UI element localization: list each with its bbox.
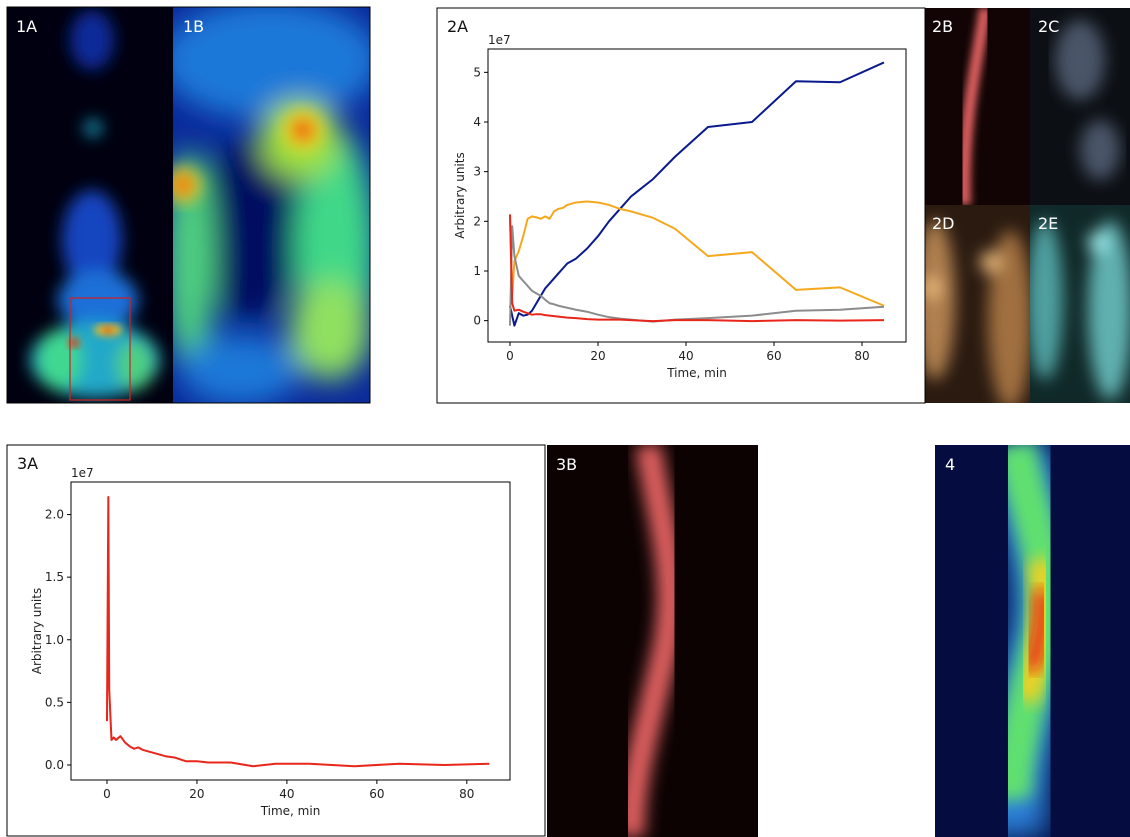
image-2d (925, 205, 1030, 403)
x-axis-label: Time, min (666, 366, 727, 380)
y-tick-label: 3 (473, 165, 481, 179)
x-tick-label: 60 (766, 349, 781, 363)
axis-offset-label: 1e7 (488, 33, 511, 47)
x-tick-label: 80 (459, 787, 474, 801)
image-2b (925, 8, 1030, 205)
series-line (509, 214, 885, 323)
x-tick-label: 60 (369, 787, 384, 801)
image-4 (935, 445, 1130, 837)
y-tick-label: 1.5 (45, 570, 64, 584)
image-1a (7, 7, 173, 403)
panel-label: 1A (16, 17, 37, 36)
y-tick-label: 4 (473, 115, 481, 129)
y-tick-label: 1.0 (45, 633, 64, 647)
y-tick-label: 0.5 (45, 695, 64, 709)
y-tick-label: 0.0 (45, 758, 64, 772)
panel-label: 2A (447, 17, 468, 36)
series-line (509, 61, 885, 327)
panel-label: 2C (1038, 17, 1059, 36)
panel-label: 3B (556, 455, 577, 474)
panel-frame (6, 444, 546, 837)
x-tick-label: 40 (678, 349, 693, 363)
panel-label: 2D (932, 214, 955, 233)
plot-area (487, 48, 907, 343)
y-tick-label: 0 (473, 314, 481, 328)
panel-label: 2E (1038, 214, 1058, 233)
x-tick-label: 80 (854, 349, 869, 363)
panel-label: 4 (945, 455, 955, 474)
image-3b (547, 445, 758, 837)
x-tick-label: 0 (103, 787, 111, 801)
series-line (509, 200, 885, 307)
y-tick-label: 2.0 (45, 508, 64, 522)
y-axis-label: Arbitrary units (30, 588, 44, 674)
series-line (105, 496, 490, 768)
y-tick-label: 5 (473, 65, 481, 79)
y-axis-label: Arbitrary units (453, 152, 467, 238)
image-2c (1030, 8, 1130, 205)
x-axis-label: Time, min (260, 804, 321, 818)
axis-offset-label: 1e7 (71, 466, 94, 480)
plot-area (70, 481, 511, 781)
panel-label: 3A (17, 454, 38, 473)
x-tick-label: 0 (506, 349, 514, 363)
panel-label: 2B (932, 17, 953, 36)
x-tick-label: 20 (590, 349, 605, 363)
series-line (509, 225, 885, 326)
panel-frame (436, 7, 926, 404)
x-tick-label: 40 (279, 787, 294, 801)
x-tick-label: 20 (189, 787, 204, 801)
y-tick-label: 1 (473, 264, 481, 278)
image-2e (1030, 205, 1130, 403)
panel-label: 1B (183, 17, 204, 36)
image-1b (173, 7, 370, 403)
panel-frame (6, 6, 371, 404)
y-tick-label: 2 (473, 214, 481, 228)
